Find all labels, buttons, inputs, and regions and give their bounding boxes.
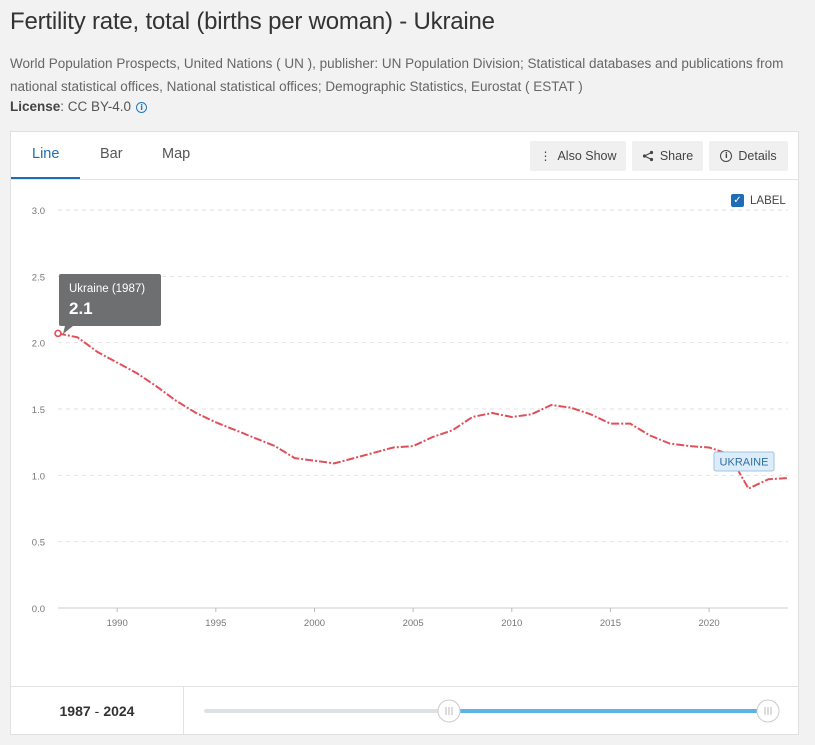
also-show-label: Also Show (557, 149, 617, 163)
also-show-button[interactable]: ⋮ Also Show (530, 141, 626, 171)
x-tick-label: 2000 (304, 618, 325, 629)
x-tick-label: 2020 (699, 618, 720, 629)
license-label: License (10, 99, 61, 114)
info-circle-icon[interactable]: i (136, 102, 148, 113)
y-tick-label: 3.0 (32, 206, 45, 217)
page-title: Fertility rate, total (births per woman)… (10, 8, 495, 35)
license-value: : CC BY-4.0 (60, 99, 132, 114)
x-tick-label: 2005 (403, 618, 424, 629)
chart-panel: Line Bar Map ⋮ Also Show Share i Details… (10, 131, 799, 735)
share-button[interactable]: Share (632, 141, 703, 171)
tooltip-value: 2.1 (69, 299, 93, 318)
tab-bar-chart[interactable]: Bar (100, 146, 123, 162)
label-toggle[interactable]: ✓ LABEL (731, 194, 786, 207)
label-toggle-text: LABEL (750, 194, 786, 207)
x-tick-label: 2010 (501, 618, 522, 629)
share-icon (642, 150, 653, 162)
y-tick-label: 0.5 (32, 538, 45, 549)
range-label: 1987 - 2024 (11, 687, 184, 735)
y-tick-label: 1.0 (32, 471, 45, 482)
label-checkbox[interactable]: ✓ (731, 194, 744, 207)
more-vertical-icon: ⋮ (539, 149, 552, 163)
line-chart: 0.0 0.5 1.0 1.5 2.0 2.5 3.0 1990 1995 2000 2005 201… (32, 206, 789, 629)
slider-track (204, 709, 449, 713)
slider-handle-start[interactable] (437, 699, 461, 723)
series-label-box (713, 451, 775, 472)
info-icon: i (720, 150, 733, 162)
tooltip-box (59, 274, 161, 326)
x-tick-label: 1990 (107, 618, 128, 629)
y-tick-label: 1.5 (32, 405, 45, 416)
y-tick-label: 0.0 (32, 604, 45, 615)
range-slider[interactable] (11, 687, 798, 735)
source-text: World Population Prospects, United Natio… (10, 56, 784, 94)
tab-bar: Line Bar Map ⋮ Also Show Share i Details (11, 132, 798, 180)
x-tick-label: 1995 (205, 618, 226, 629)
range-end: 2024 (103, 703, 135, 719)
range-footer: 1987 - 2024 (11, 686, 798, 735)
data-point-highlight (54, 329, 62, 338)
details-button[interactable]: i Details (709, 141, 788, 171)
share-label: Share (659, 149, 694, 163)
series-line-ukraine (57, 332, 789, 490)
y-tick-label: 2.5 (32, 272, 45, 283)
tooltip-title: Ukraine (1987) (69, 283, 145, 295)
active-tab-indicator (11, 177, 80, 179)
slider-handle-end[interactable] (756, 699, 780, 723)
tab-map[interactable]: Map (162, 146, 191, 162)
range-start: 1987 (59, 703, 91, 719)
tooltip-pointer (63, 326, 73, 334)
x-tick-label: 2015 (600, 618, 621, 629)
license: License: CC BY-4.0 i (10, 99, 148, 114)
y-tick-label: 2.0 (32, 339, 45, 350)
range-separator: - (94, 703, 100, 719)
details-label: Details (738, 149, 777, 163)
series-label-ukraine: UKRAINE (720, 457, 769, 469)
slider-selected-range (449, 709, 769, 713)
tab-line[interactable]: Line (32, 146, 60, 162)
